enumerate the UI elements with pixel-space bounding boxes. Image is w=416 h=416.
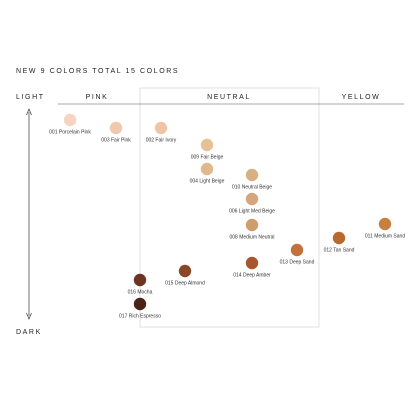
swatch-label: 010 Neutral Beige bbox=[232, 184, 272, 190]
group-header: NEUTRAL bbox=[207, 94, 251, 101]
swatch bbox=[290, 243, 304, 257]
swatch-label: 012 Tan Sand bbox=[324, 247, 355, 253]
swatches: 001 Porcelain Pink 003 Fair Pink 002 Fair … bbox=[49, 113, 405, 319]
swatch bbox=[245, 192, 259, 206]
swatch-label: 016 Mocha bbox=[128, 289, 153, 295]
neutral-box bbox=[139, 87, 320, 328]
swatch bbox=[200, 138, 214, 152]
swatch-label: 009 Fair Beige bbox=[191, 154, 224, 160]
swatch-label: 013 Deep Sand bbox=[280, 259, 315, 265]
swatch bbox=[133, 297, 147, 311]
swatch-label: 015 Deep Almond bbox=[165, 280, 205, 286]
swatch-label: 002 Fair Ivory bbox=[146, 137, 177, 143]
swatch-label: 008 Medium Neutral bbox=[229, 234, 274, 240]
swatch-label: 001 Porcelain Pink bbox=[49, 129, 91, 135]
swatch bbox=[245, 218, 259, 232]
swatch bbox=[63, 113, 77, 127]
swatch bbox=[200, 162, 214, 176]
axis-arrows bbox=[26, 108, 32, 320]
swatch-label: 017 Rich Espresso bbox=[119, 313, 161, 319]
swatch bbox=[245, 168, 259, 182]
swatch-label: 014 Deep Amber bbox=[233, 272, 271, 278]
swatch-label: 004 Light Beige bbox=[190, 178, 225, 184]
axis-bottom: DARK bbox=[16, 329, 42, 336]
swatch bbox=[245, 256, 259, 270]
title: NEW 9 COLORS TOTAL 15 COLORS bbox=[16, 68, 179, 75]
swatch bbox=[178, 264, 192, 278]
axis-top: LIGHT bbox=[16, 94, 45, 101]
swatch bbox=[378, 217, 392, 231]
group-header: YELLOW bbox=[342, 94, 381, 101]
group-header: PINK bbox=[86, 94, 109, 101]
swatch bbox=[332, 231, 346, 245]
swatch bbox=[154, 121, 168, 135]
swatch-label: 011 Medium Sand bbox=[365, 233, 405, 239]
swatch bbox=[133, 273, 147, 287]
swatch-label: 003 Fair Pink bbox=[101, 137, 131, 143]
swatch bbox=[109, 121, 123, 135]
swatch-label: 006 Light Med Beige bbox=[229, 208, 275, 214]
